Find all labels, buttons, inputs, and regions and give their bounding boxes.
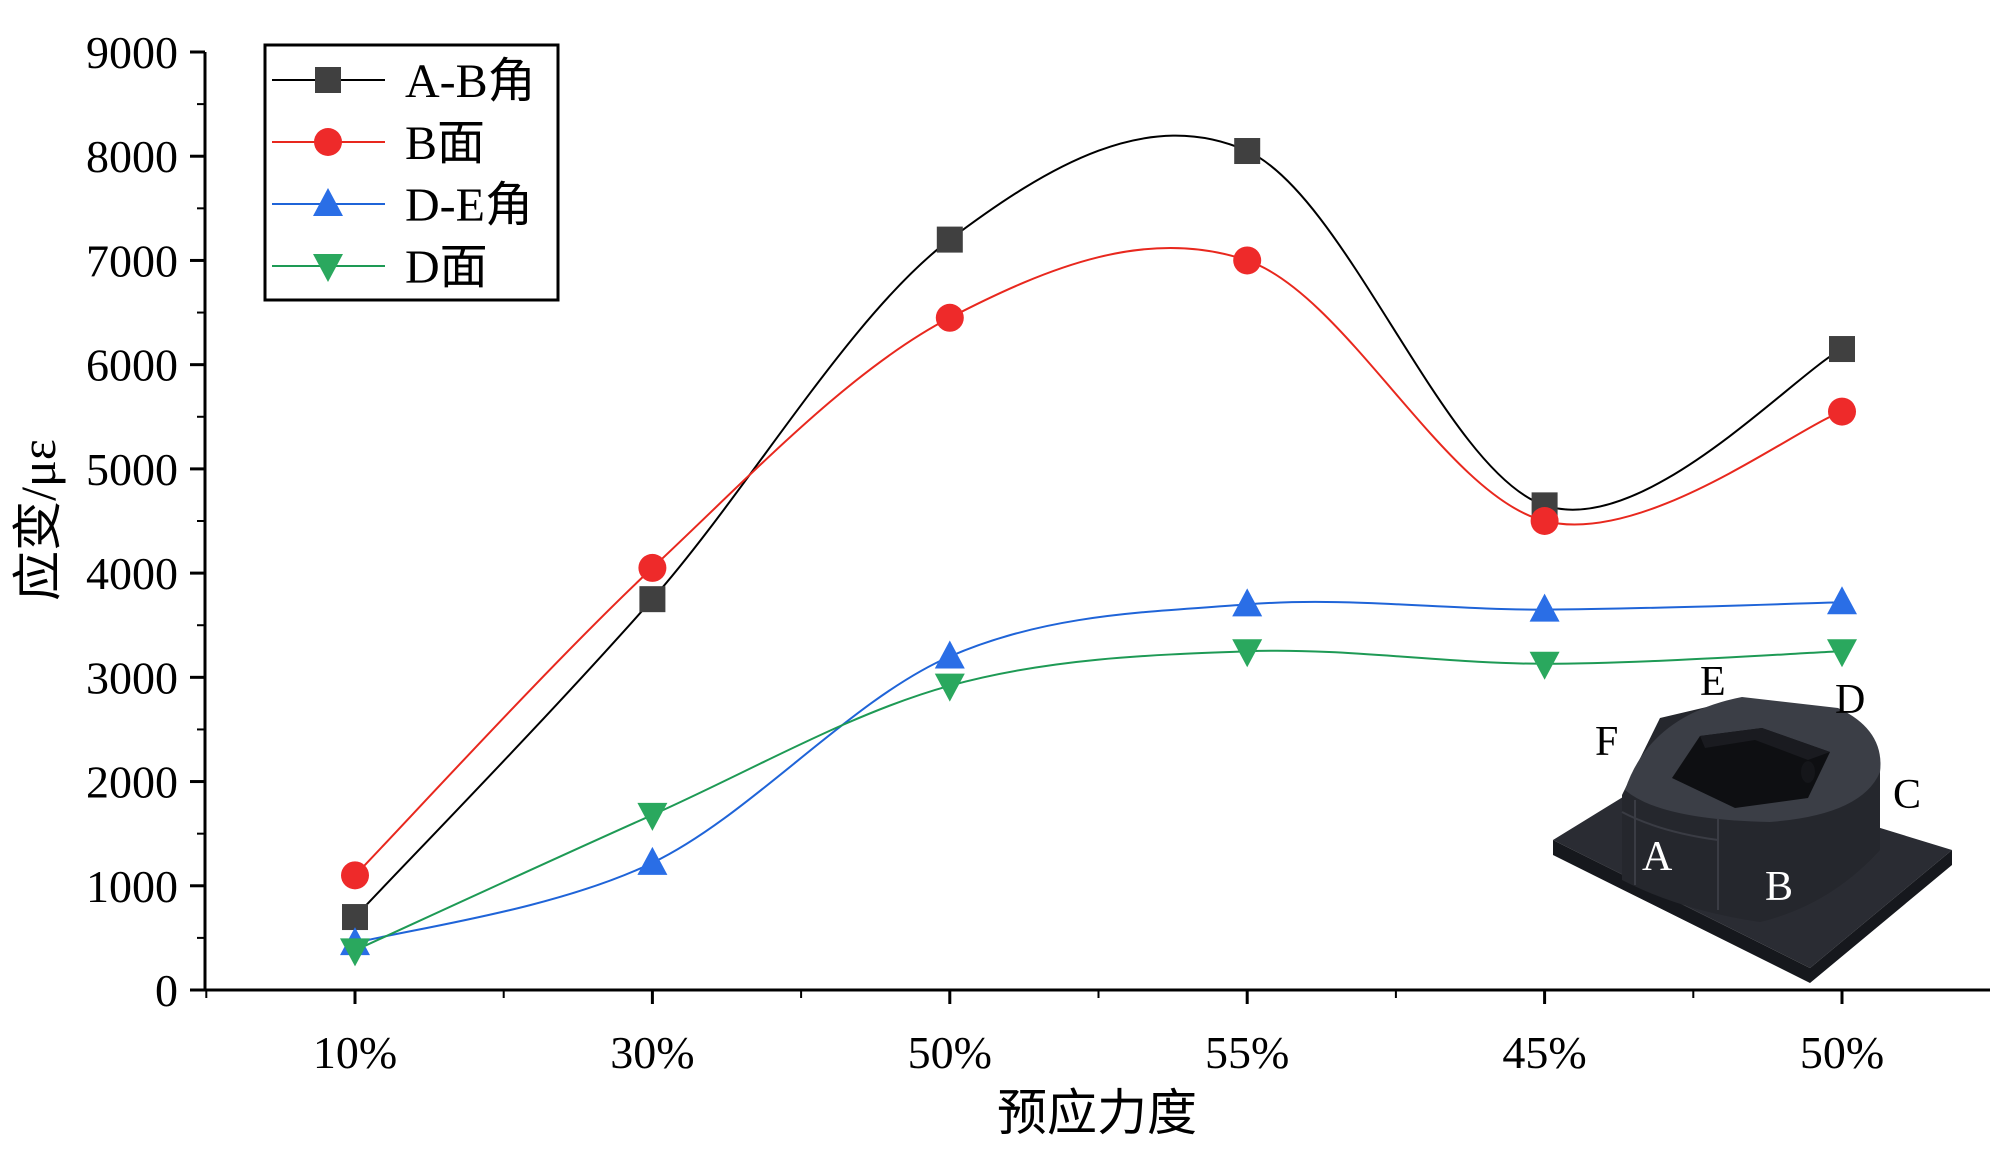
data-point-circle: [935, 303, 964, 332]
y-tick-label: 4000: [86, 548, 178, 599]
inset-label-c: C: [1893, 772, 1921, 818]
legend-label: D面: [405, 241, 488, 294]
data-point-circle: [341, 861, 369, 890]
inset-label-e: E: [1700, 659, 1726, 705]
x-tick-label: 10%: [313, 1027, 397, 1078]
x-ticks: 10% 30% 50% 55% 45% 50%: [205, 990, 1884, 1078]
data-point-square: [1829, 336, 1855, 363]
inset-label-d: D: [1835, 677, 1865, 723]
data-point-triangle-up: [1529, 593, 1560, 622]
y-tick-label: 5000: [86, 444, 178, 495]
data-point-circle: [1233, 246, 1262, 275]
hex-hole-wall: [1700, 728, 1830, 760]
y-tick-label: 8000: [86, 131, 178, 182]
series-markers: [340, 138, 1857, 967]
data-point-triangle-down: [340, 938, 370, 967]
series-line-4: [354, 649, 1843, 952]
data-point-square: [936, 226, 963, 253]
x-tick-label: 50%: [908, 1027, 992, 1078]
x-tick-label: 50%: [1800, 1027, 1884, 1078]
x-axis-title: 预应力度: [997, 1085, 1197, 1141]
series-line-2: [354, 246, 1843, 877]
data-point-square: [639, 586, 666, 613]
legend-marker: [313, 188, 343, 216]
data-point-square: [1234, 138, 1261, 165]
series-line-3: [354, 600, 1843, 945]
x-tick-label: 30%: [610, 1027, 694, 1078]
base-plate-edge: [1553, 840, 1952, 983]
bolt-hole: [1801, 761, 1815, 783]
y-tick-label: 0: [155, 965, 178, 1016]
y-tick-label: 3000: [86, 652, 178, 703]
inset-column-illustration: A B C D E F: [1553, 659, 1952, 983]
data-point-triangle-up: [637, 846, 668, 875]
legend-marker: [313, 254, 343, 282]
data-point-square: [342, 904, 368, 931]
data-point-triangle-up: [1232, 588, 1263, 617]
legend-box: [263, 43, 560, 302]
inset-label-a: A: [1642, 834, 1673, 880]
inset-label-f: F: [1595, 719, 1618, 765]
data-point-triangle-down: [637, 802, 668, 831]
y-axis-title: 应变/με: [10, 439, 66, 601]
legend-label: A-B角: [405, 55, 536, 108]
y-tick-label: 1000: [86, 861, 178, 912]
legend-label: B面: [405, 117, 485, 170]
legend: A-B角 B面 D-E角 D面: [263, 43, 560, 302]
x-tick-label: 45%: [1502, 1027, 1586, 1078]
data-point-triangle-down: [934, 673, 965, 702]
series-line-1: [354, 134, 1843, 918]
y-ticks: 0 1000 2000 3000 4000 5000 6000 7000 8000 9000: [86, 27, 205, 1016]
data-point-circle: [1530, 507, 1559, 535]
legend-marker: [314, 128, 342, 156]
data-point-triangle-down: [1529, 651, 1560, 680]
data-point-circle: [638, 553, 667, 582]
legend-label: D-E角: [405, 179, 533, 232]
wrap-band: [1621, 811, 1719, 841]
data-point-triangle-down: [1232, 639, 1263, 668]
y-tick-label: 6000: [86, 340, 178, 391]
y-tick-label: 9000: [86, 27, 178, 78]
series-lines: [354, 134, 1843, 952]
inset-label-b: B: [1765, 864, 1793, 910]
data-point-triangle-up: [934, 640, 965, 669]
data-point-circle: [1828, 397, 1856, 426]
data-point-triangle-down: [1827, 639, 1857, 668]
legend-marker: [315, 67, 341, 93]
y-tick-label: 2000: [86, 757, 178, 808]
data-point-triangle-up: [1827, 586, 1857, 615]
y-tick-label: 7000: [86, 235, 178, 286]
x-tick-label: 55%: [1205, 1027, 1289, 1078]
